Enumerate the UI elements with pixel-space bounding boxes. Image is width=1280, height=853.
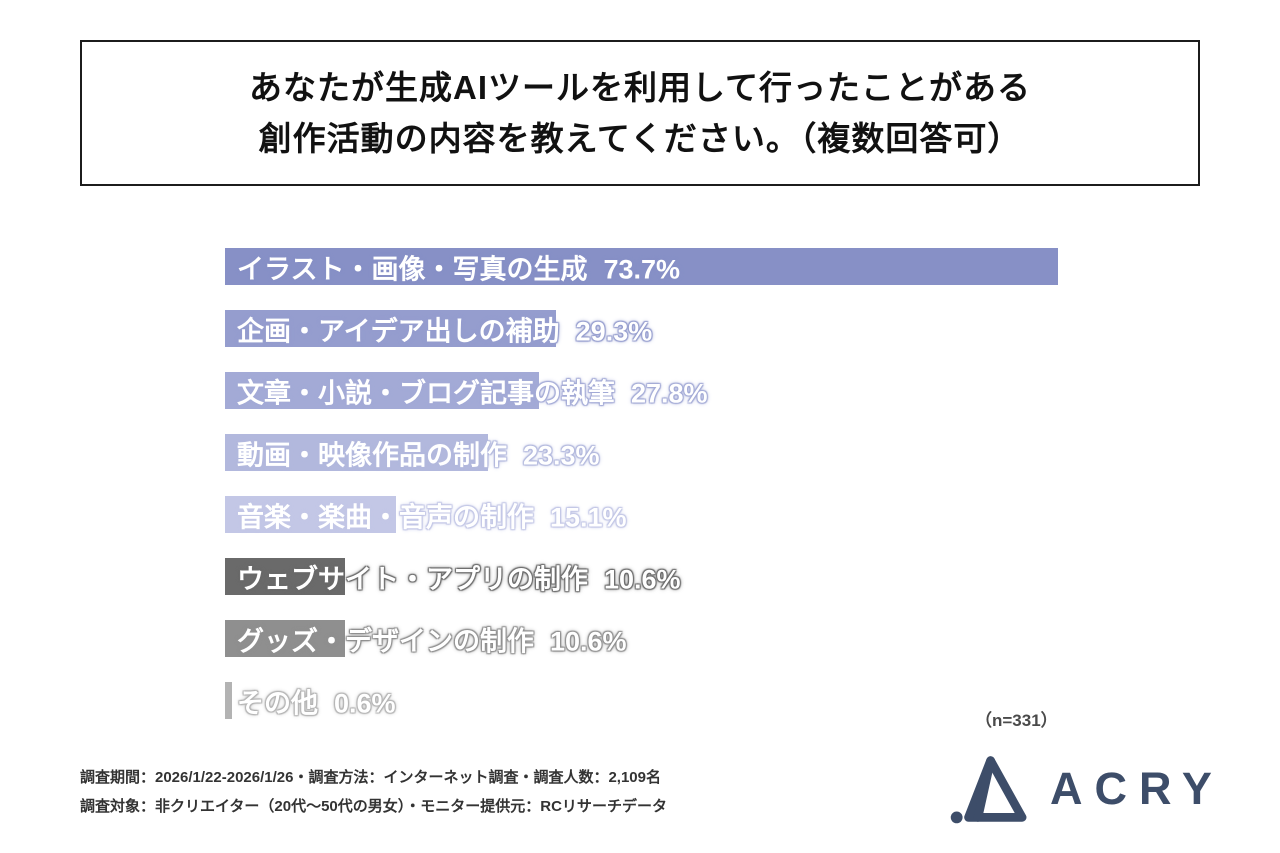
bar-category: 文章・小説・ブログ記事の執筆 [237, 378, 615, 408]
bar [225, 682, 232, 719]
bar-label: その他 0.6% [237, 681, 396, 720]
bar-row: グッズ・デザインの制作 10.6% [225, 620, 1280, 657]
bar-label: 企画・アイデア出しの補助 29.3% [237, 309, 652, 348]
bar-value: 23.3% [523, 440, 600, 470]
bar [225, 620, 345, 657]
bar-row: イラスト・画像・写真の生成 73.7% [225, 248, 1280, 285]
bar-row: ウェブサイト・アプリの制作 10.6% [225, 558, 1280, 595]
bar-label: イラスト・画像・写真の生成 73.7% [237, 247, 680, 286]
bar-label: グッズ・デザインの制作 10.6% [237, 619, 627, 658]
bar-category: 企画・アイデア出しの補助 [237, 316, 560, 346]
bar-value: 0.6% [334, 688, 396, 718]
bar [225, 372, 540, 409]
bar [225, 434, 489, 471]
acry-logo: ACRY [948, 750, 1224, 828]
bar [225, 558, 345, 595]
bar-value: 73.7% [603, 254, 681, 284]
sample-size-note: （n=331） [975, 711, 1058, 730]
bar-label: 音楽・楽曲・音声の制作 15.1% [237, 495, 627, 534]
bar-value: 10.6% [604, 564, 681, 594]
acry-logo-icon [948, 750, 1030, 828]
bar-value: 27.8% [631, 378, 708, 408]
bar-label: 文章・小説・ブログ記事の執筆 27.8% [237, 371, 708, 410]
bar-category: ウェブサイト・アプリの制作 [237, 564, 588, 594]
bar-row: 動画・映像作品の制作 23.3% [225, 434, 1280, 471]
survey-methodology-line2: 調査対象：非クリエイター（20代～50代の男女）・モニター提供元：RCリサーチデ… [80, 797, 667, 815]
bar [225, 248, 1058, 285]
bar-category: 動画・映像作品の制作 [237, 440, 507, 470]
bar-value: 10.6% [550, 626, 627, 656]
survey-question-line1: あなたが生成AIツールを利用して行ったことがある [248, 69, 1031, 106]
bar-row: 文章・小説・ブログ記事の執筆 27.8% [225, 372, 1280, 409]
bar-row: 企画・アイデア出しの補助 29.3% [225, 310, 1280, 347]
bar-value: 15.1% [550, 502, 627, 532]
bar [225, 310, 557, 347]
bar-value: 29.3% [575, 316, 653, 346]
bar-category: グッズ・デザインの制作 [237, 626, 534, 656]
bar-row: その他 0.6% [225, 682, 1280, 719]
survey-methodology-line1: 調査期間：2026/1/22-2026/1/26・調査方法：インターネット調査・… [80, 769, 661, 786]
acry-logo-text: ACRY [1050, 763, 1224, 814]
survey-question-line2: 創作活動の内容を教えてください。（複数回答可） [258, 120, 1022, 158]
bar-row: 音楽・楽曲・音声の制作 15.1% [225, 496, 1280, 533]
bar-chart: イラスト・画像・写真の生成 73.7% 企画・アイデア出しの補助 29.3% 文章・小説… [225, 248, 1280, 744]
bar [225, 496, 396, 533]
bar-label: 動画・映像作品の制作 23.3% [237, 433, 600, 472]
bar-label: ウェブサイト・アプリの制作 10.6% [237, 557, 681, 596]
survey-methodology: 調査期間：2026/1/22-2026/1/26・調査方法：インターネット調査・… [80, 764, 667, 821]
bar-category: イラスト・画像・写真の生成 [237, 254, 588, 284]
survey-question-box: あなたが生成AIツールを利用して行ったことがある 創作活動の内容を教えてください… [80, 40, 1200, 187]
bar-category: その他 [237, 688, 318, 718]
bar-category: 音楽・楽曲・音声の制作 [237, 502, 534, 532]
